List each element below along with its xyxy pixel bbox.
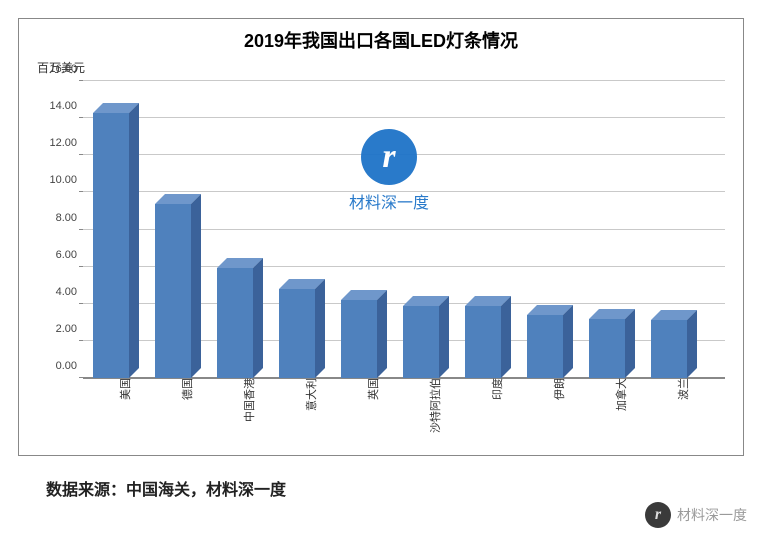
y-tick-label: 16.00 <box>49 63 83 75</box>
y-tick-label: 12.00 <box>49 137 83 149</box>
bar-front <box>527 315 563 378</box>
x-tick-label: 英国 <box>363 378 381 400</box>
bar <box>341 290 387 378</box>
watermark: r 材料深一度 <box>349 129 429 213</box>
bar-side <box>191 194 201 378</box>
bar-side <box>687 310 697 378</box>
watermark-logo-icon: r <box>361 129 417 185</box>
footer-brand: r 材料深一度 <box>645 502 747 528</box>
y-tick-label: 0.00 <box>56 360 83 372</box>
y-tick-label: 8.00 <box>56 212 83 224</box>
chart-title: 2019年我国出口各国LED灯条情况 <box>19 19 743 53</box>
bar-front <box>589 319 625 378</box>
data-source-line: 数据来源：中国海关，材料深一度 <box>46 476 286 500</box>
bar-side <box>563 305 573 378</box>
bar-side <box>439 296 449 378</box>
bar-front <box>403 306 439 378</box>
x-tick-label: 美国 <box>115 378 133 400</box>
bar-side <box>377 290 387 378</box>
bar <box>155 194 201 378</box>
bar-front <box>93 113 129 378</box>
bar-front <box>465 306 501 378</box>
x-tick-label: 沙特阿拉伯 <box>425 378 443 433</box>
bar-side <box>315 279 325 378</box>
bar-front <box>279 289 315 378</box>
bar <box>93 103 139 378</box>
footer-brand-text: 材料深一度 <box>677 505 747 525</box>
chart-frame: 2019年我国出口各国LED灯条情况 百万美元 0.002.004.006.00… <box>18 18 744 456</box>
bar <box>465 296 511 378</box>
bar-side <box>501 296 511 378</box>
x-tick-label: 印度 <box>487 378 505 400</box>
bar-front <box>651 320 687 378</box>
bar-side <box>253 258 263 378</box>
watermark-text: 材料深一度 <box>349 189 429 213</box>
bar-front <box>341 300 377 378</box>
bar-front <box>217 268 253 378</box>
y-tick-label: 2.00 <box>56 323 83 335</box>
y-tick-label: 4.00 <box>56 286 83 298</box>
x-tick-label: 意大利 <box>301 378 319 411</box>
bar <box>651 310 697 378</box>
x-tick-label: 伊朗 <box>549 378 567 400</box>
bar <box>527 305 573 378</box>
x-tick-label: 加拿大 <box>611 378 629 411</box>
y-tick-label: 10.00 <box>49 174 83 186</box>
x-tick-label: 德国 <box>177 378 195 400</box>
bar <box>403 296 449 378</box>
bar <box>279 279 325 378</box>
y-tick-label: 6.00 <box>56 249 83 261</box>
x-tick-label: 中国香港 <box>239 378 257 422</box>
bar <box>589 309 635 378</box>
bar <box>217 258 263 378</box>
bar-side <box>625 309 635 378</box>
plot-area: 0.002.004.006.008.0010.0012.0014.0016.00… <box>83 81 725 379</box>
bar-side <box>129 103 139 378</box>
footer-logo-icon: r <box>645 502 671 528</box>
x-tick-label: 波兰 <box>673 378 691 400</box>
bar-front <box>155 204 191 378</box>
y-tick-label: 14.00 <box>49 100 83 112</box>
bars-layer <box>83 81 725 378</box>
